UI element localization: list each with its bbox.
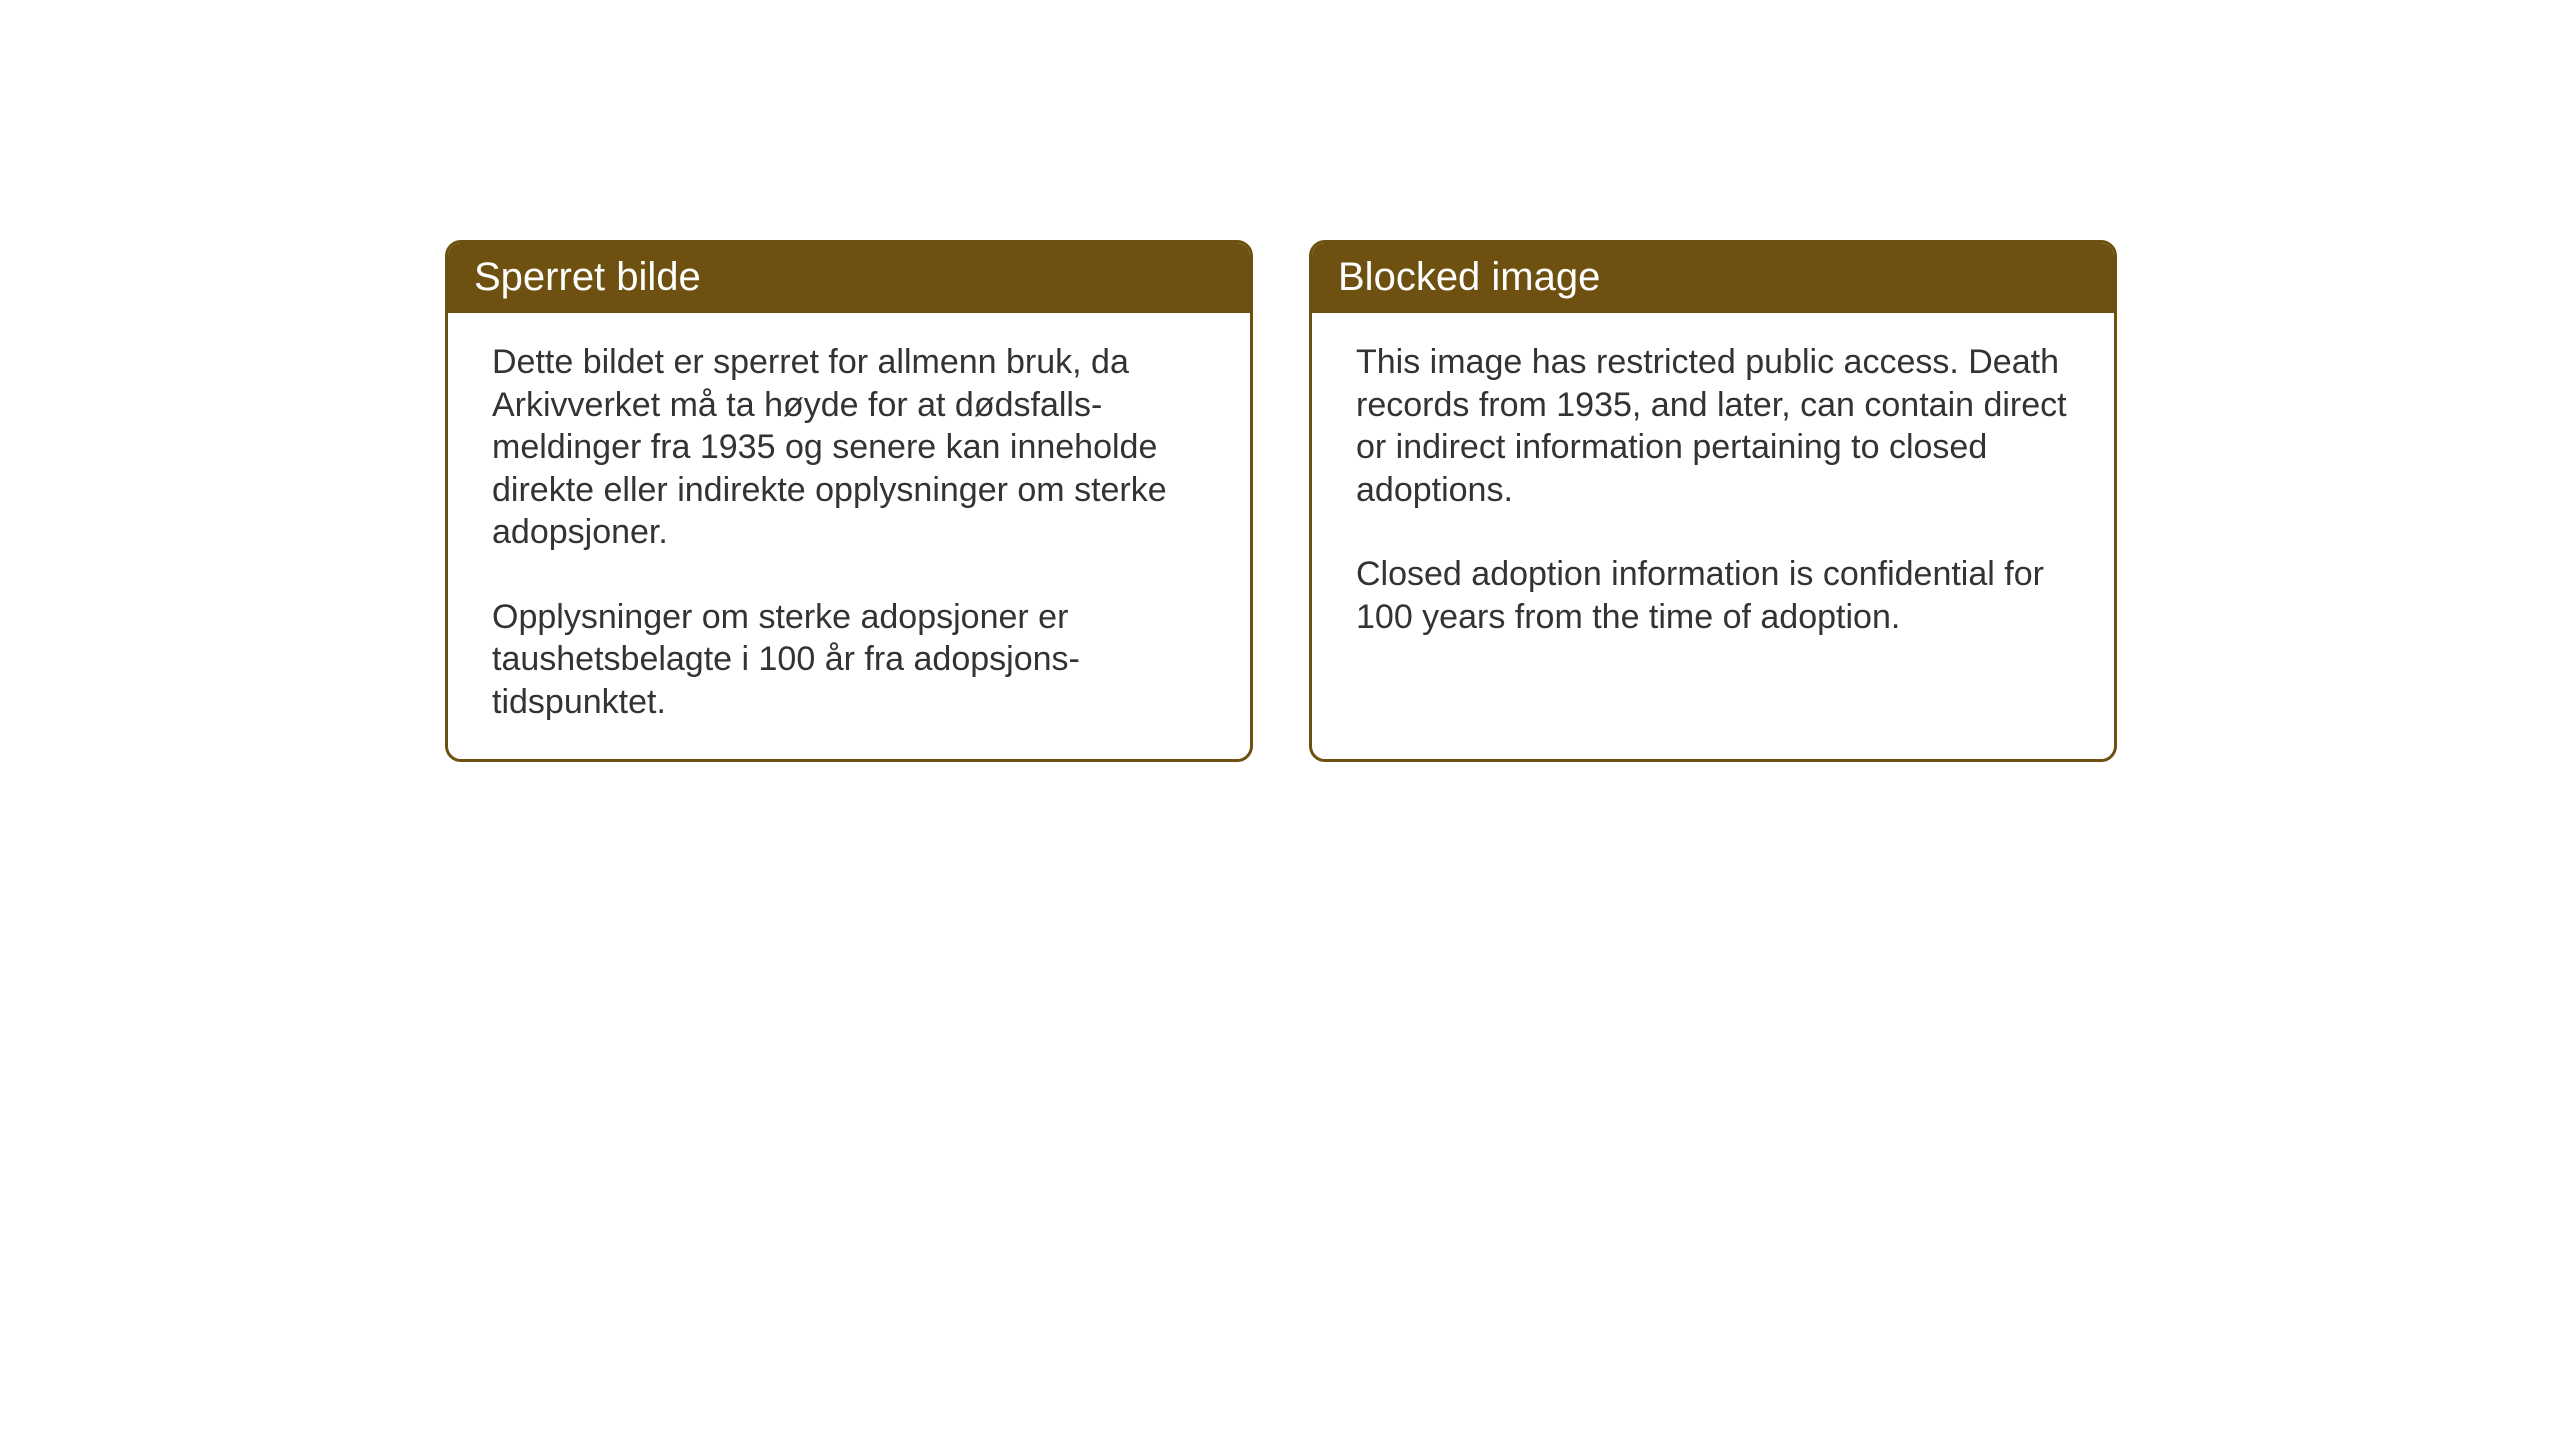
notice-header-english: Blocked image	[1312, 243, 2114, 313]
notice-paragraph: Dette bildet er sperret for allmenn bruk…	[492, 341, 1206, 554]
notice-header-norwegian: Sperret bilde	[448, 243, 1250, 313]
notice-paragraph: Opplysninger om sterke adopsjoner er tau…	[492, 596, 1206, 724]
notice-paragraph: Closed adoption information is confident…	[1356, 553, 2070, 638]
notice-body-norwegian: Dette bildet er sperret for allmenn bruk…	[448, 313, 1250, 759]
notice-body-english: This image has restricted public access.…	[1312, 313, 2114, 674]
notice-box-english: Blocked image This image has restricted …	[1309, 240, 2117, 762]
notice-box-norwegian: Sperret bilde Dette bildet er sperret fo…	[445, 240, 1253, 762]
notice-paragraph: This image has restricted public access.…	[1356, 341, 2070, 511]
notice-container: Sperret bilde Dette bildet er sperret fo…	[445, 240, 2117, 762]
